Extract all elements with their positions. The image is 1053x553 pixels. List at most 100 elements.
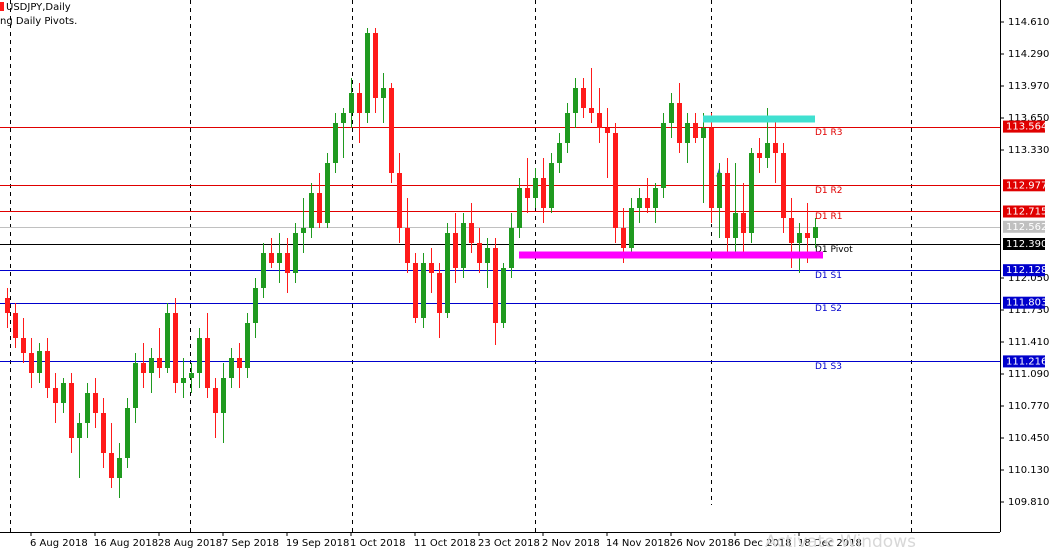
candle-body <box>485 248 490 263</box>
y-tick-label: 110.450 <box>1008 433 1049 444</box>
candle-body <box>725 173 730 238</box>
y-tick-label: 111.730 <box>1008 305 1049 316</box>
pivot-name: D1 R1 <box>815 212 843 222</box>
y-tick-label: 113.970 <box>1008 81 1049 92</box>
candle-body <box>357 93 362 113</box>
candle-body <box>381 88 386 98</box>
y-tick-label: 111.090 <box>1008 369 1049 380</box>
y-tick-label: 114.610 <box>1008 17 1049 28</box>
candle-body <box>781 153 786 218</box>
candle-body <box>445 233 450 313</box>
price-label: 112.715 <box>1006 207 1047 218</box>
candle-body <box>789 218 794 243</box>
candle-body <box>85 393 90 423</box>
y-tick-label: 114.290 <box>1008 49 1049 60</box>
price-label: 111.216 <box>1006 356 1047 367</box>
candle-body <box>333 123 338 163</box>
candle-body <box>469 223 474 243</box>
candle-body <box>573 88 578 113</box>
candle-body <box>541 178 546 208</box>
candle-body <box>293 233 298 273</box>
candle-body <box>245 323 250 368</box>
candle-body <box>461 223 466 268</box>
candle-body <box>5 298 10 313</box>
candle-body <box>685 123 690 143</box>
candle-body <box>637 198 642 208</box>
x-tick-label: 6 Aug 2018 <box>30 538 88 549</box>
candle-body <box>413 263 418 318</box>
candle-body <box>101 413 106 453</box>
price-label-box <box>1003 120 1045 133</box>
watermark: Activate Windows <box>765 532 916 552</box>
x-tick-label: 14 Nov 2018 <box>606 538 670 549</box>
candle-body <box>325 163 330 223</box>
chart-title: USDJPY,Daily <box>6 2 71 13</box>
candle-body <box>365 33 370 113</box>
price-label-box <box>1003 179 1045 192</box>
candle-body <box>661 123 666 188</box>
x-tick-label: 6 Dec 2018 <box>734 538 792 549</box>
candle-body <box>693 123 698 138</box>
candle-body <box>69 383 74 438</box>
candle-body <box>629 208 634 248</box>
candle-body <box>741 213 746 233</box>
x-tick-label: 23 Oct 2018 <box>478 538 540 549</box>
candle-body <box>53 388 58 403</box>
pivot-name: D1 S2 <box>815 304 842 314</box>
candle-body <box>349 93 354 113</box>
price-label: 112.977 <box>1006 180 1047 191</box>
candle-body <box>749 153 754 233</box>
price-label: 112.562 <box>1006 222 1047 233</box>
x-tick-label: 1 Oct 2018 <box>350 538 405 549</box>
candle-body <box>557 143 562 163</box>
price-label-box <box>1003 220 1045 233</box>
price-label: 111.803 <box>1006 298 1047 309</box>
candle-body <box>29 353 34 373</box>
y-tick-label: 110.130 <box>1008 465 1049 476</box>
candle-body <box>269 253 274 263</box>
candle-body <box>181 378 186 383</box>
candle-body <box>453 233 458 268</box>
candle-body <box>437 273 442 313</box>
candle-body <box>797 233 802 243</box>
candle-body <box>701 128 706 138</box>
x-tick-label: 2 Nov 2018 <box>542 538 600 549</box>
period-separators <box>10 0 912 532</box>
candle-body <box>709 128 714 208</box>
candle-body <box>509 228 514 268</box>
candle-body <box>757 153 762 158</box>
y-tick-label: 110.770 <box>1008 401 1049 412</box>
candle-body <box>309 193 314 228</box>
pivot-name: D1 Pivot <box>815 245 853 255</box>
price-label-box <box>1003 355 1045 368</box>
candle-body <box>173 313 178 383</box>
candle-body <box>717 173 722 208</box>
candle-body <box>93 393 98 413</box>
candle-body <box>317 193 322 223</box>
candle-body <box>261 253 266 288</box>
zone <box>703 115 815 123</box>
candle-body <box>597 113 602 128</box>
candle-body <box>581 88 586 108</box>
x-tick-label: 7 Sep 2018 <box>222 538 279 549</box>
candle-body <box>805 233 810 238</box>
price-label: 112.128 <box>1006 265 1047 276</box>
candle-body <box>405 228 410 263</box>
candle-body <box>341 113 346 123</box>
candle-body <box>189 373 194 378</box>
candle-body <box>525 188 530 198</box>
candle-body <box>669 103 674 123</box>
candle-body <box>653 188 658 208</box>
y-tick-label: 111.410 <box>1008 337 1049 348</box>
candle-body <box>773 143 778 153</box>
candle-body <box>213 388 218 413</box>
price-label-box <box>1003 296 1045 309</box>
y-tick-label: 113.650 <box>1008 113 1049 124</box>
indicator-name: ng Daily Pivots. <box>0 16 77 27</box>
price-label-box <box>1003 264 1045 277</box>
candle-body <box>149 358 154 373</box>
candle-body <box>373 33 378 98</box>
candle-body <box>21 338 26 353</box>
candle-body <box>237 358 242 368</box>
